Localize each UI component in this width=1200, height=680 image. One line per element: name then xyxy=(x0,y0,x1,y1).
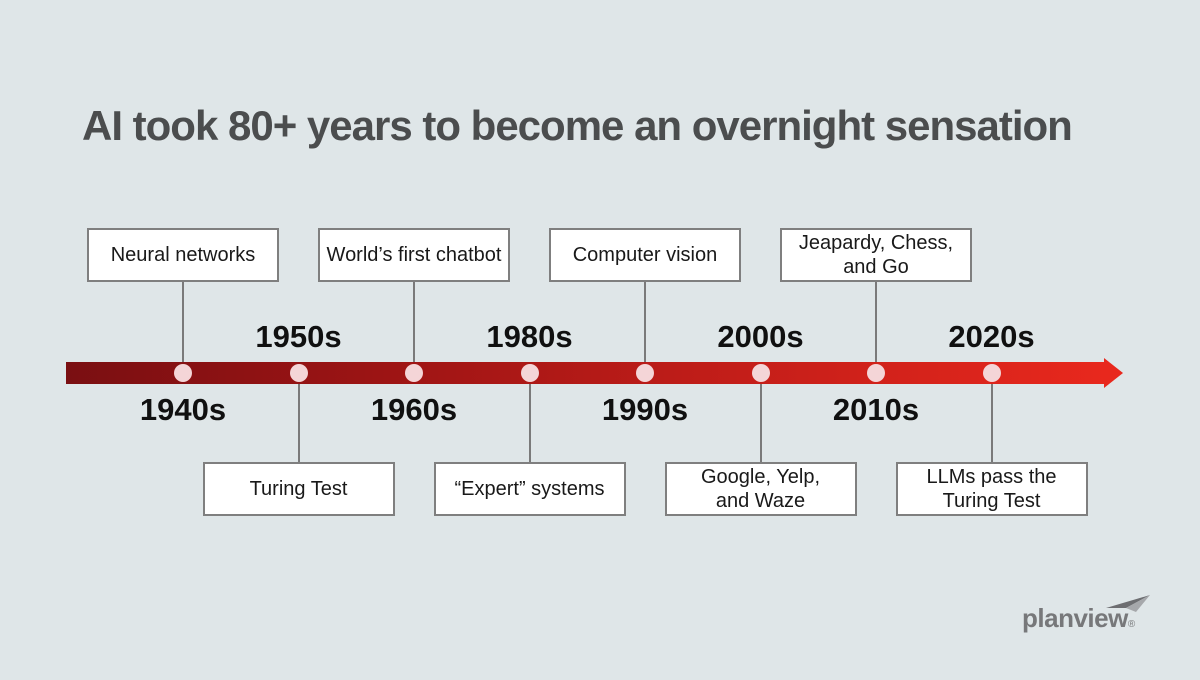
event-label: Neural networks xyxy=(110,244,256,266)
event-label: Computer vision xyxy=(572,244,718,266)
event-box: Turing Test xyxy=(202,462,395,516)
event-box: Jeapardy, Chess, and Go xyxy=(780,228,972,282)
decade-label: 1990s xyxy=(601,392,689,427)
event-connector xyxy=(644,280,646,364)
decade-label: 1950s xyxy=(255,319,342,354)
timeline-dot xyxy=(289,364,308,382)
planview-arrow-icon xyxy=(1106,595,1150,612)
timeline-dot xyxy=(867,364,885,382)
event-box: Neural networks xyxy=(87,228,279,282)
event-connector xyxy=(875,280,877,364)
decade-label: 2020s xyxy=(948,319,1035,354)
decade-label: 2000s xyxy=(717,319,804,354)
event-connector xyxy=(182,280,184,364)
event-label: Turing Test xyxy=(942,490,1041,512)
event-connector xyxy=(413,280,415,364)
event-connector xyxy=(528,383,531,464)
timeline-dot xyxy=(636,364,654,382)
event-box: Google, Yelp, and Waze xyxy=(664,462,857,516)
decade-label: 1940s xyxy=(139,392,227,427)
event-label: LLMs pass the xyxy=(926,466,1057,488)
timeline-dot xyxy=(751,364,770,382)
event-connector xyxy=(297,383,300,464)
timeline-arrowhead-icon xyxy=(1104,358,1123,388)
planview-wordmark: planview xyxy=(1022,603,1128,633)
event-connector xyxy=(759,383,762,464)
page-title: AI took 80+ years to become an overnight… xyxy=(82,102,1073,149)
event-label: Jeapardy, Chess, xyxy=(798,232,954,254)
event-label: Google, Yelp, xyxy=(701,466,820,488)
event-label: and Waze xyxy=(715,490,806,512)
decade-label: 1960s xyxy=(370,392,458,427)
event-label: World’s first chatbot xyxy=(326,244,502,266)
timeline-dot xyxy=(520,364,539,382)
registered-mark: ® xyxy=(1127,619,1136,630)
decade-label: 2010s xyxy=(832,392,920,427)
decade-label: 1980s xyxy=(486,319,573,354)
timeline-dot xyxy=(405,364,423,382)
event-box: LLMs pass the Turing Test xyxy=(895,462,1088,516)
timeline-bar xyxy=(66,362,1106,384)
event-box: Computer vision xyxy=(549,228,741,282)
event-label: “Expert” systems xyxy=(454,478,605,500)
planview-logo: planview ® xyxy=(1022,605,1135,631)
event-label: Turing Test xyxy=(249,478,348,500)
timeline-dot xyxy=(982,364,1001,382)
event-box: “Expert” systems xyxy=(433,462,626,516)
event-connector xyxy=(990,383,993,464)
event-label: and Go xyxy=(843,256,909,278)
event-box: World’s first chatbot xyxy=(318,228,510,282)
timeline-dot xyxy=(174,364,192,382)
